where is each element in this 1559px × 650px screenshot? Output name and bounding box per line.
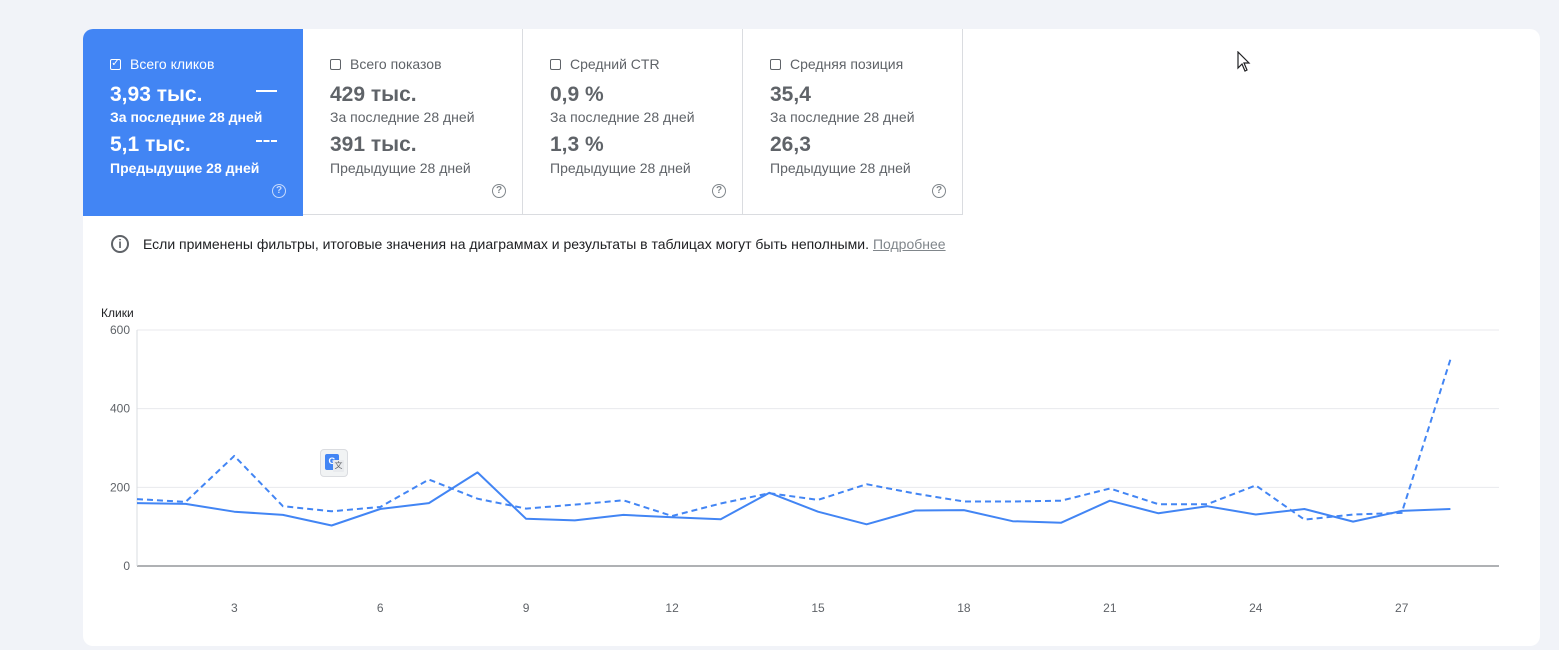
series-line-previous xyxy=(136,359,1452,521)
x-tick-label: 18 xyxy=(957,601,971,615)
legend-dashed-line-icon xyxy=(256,140,277,142)
metric-previous-period: Предыдущие 28 дней xyxy=(110,160,260,176)
help-icon[interactable]: ? xyxy=(492,184,506,198)
learn-more-link[interactable]: Подробнее xyxy=(872,236,946,252)
help-icon[interactable]: ? xyxy=(932,184,946,198)
y-tick-label: 400 xyxy=(110,402,130,416)
metric-previous-value: 1,3 % xyxy=(550,133,604,156)
metric-label: Всего показов xyxy=(350,56,442,72)
metric-previous-period: Предыдущие 28 дней xyxy=(550,160,691,176)
metric-current-period: За последние 28 дней xyxy=(770,109,915,125)
y-tick-label: 200 xyxy=(110,480,130,494)
metric-header: Средний CTR xyxy=(550,56,660,72)
metric-current-value: 35,4 xyxy=(770,83,811,106)
x-tick-label: 27 xyxy=(1395,601,1409,615)
metric-current-value: 0,9 % xyxy=(550,83,604,106)
x-tick-label: 21 xyxy=(1103,601,1117,615)
y-tick-label: 0 xyxy=(123,559,130,573)
metric-current-value: 429 тыс. xyxy=(330,83,417,106)
metric-label: Средняя позиция xyxy=(790,56,904,72)
x-tick-label: 24 xyxy=(1249,601,1263,615)
info-icon: i xyxy=(111,235,129,253)
checkbox-icon[interactable] xyxy=(330,58,341,70)
metric-current-period: За последние 28 дней xyxy=(330,109,475,125)
mouse-cursor-icon xyxy=(1237,51,1251,72)
metric-previous-period: Предыдущие 28 дней xyxy=(330,160,471,176)
metric-current-period: За последние 28 дней xyxy=(110,109,263,125)
metric-label: Всего кликов xyxy=(130,56,215,72)
metric-current-period: За последние 28 дней xyxy=(550,109,695,125)
metric-header: Всего показов xyxy=(330,56,442,72)
performance-card: ✓ Всего кликов 3,93 тыс. За последние 28… xyxy=(83,29,1540,646)
metric-label: Средний CTR xyxy=(570,56,660,72)
metric-tabs: ✓ Всего кликов 3,93 тыс. За последние 28… xyxy=(83,29,963,216)
metric-average-ctr[interactable]: Средний CTR 0,9 % За последние 28 дней 1… xyxy=(523,29,743,215)
metric-header: ✓ Всего кликов xyxy=(110,56,214,72)
help-icon[interactable]: ? xyxy=(272,184,286,198)
metric-total-clicks[interactable]: ✓ Всего кликов 3,93 тыс. За последние 28… xyxy=(83,29,303,216)
x-tick-label: 15 xyxy=(811,601,825,615)
notice-text: Если применены фильтры, итоговые значени… xyxy=(143,236,869,252)
clicks-chart: Клики 0 200 400 600 3 6 9 12 15 18 21 24 27 xyxy=(101,306,1499,615)
x-tick-label: 12 xyxy=(665,601,679,615)
x-tick-label: 6 xyxy=(377,601,384,615)
metric-header: Средняя позиция xyxy=(770,56,903,72)
x-tick-label: 9 xyxy=(523,601,530,615)
y-tick-label: 600 xyxy=(110,323,130,337)
metric-previous-value: 391 тыс. xyxy=(330,133,417,156)
legend-solid-line-icon xyxy=(256,90,277,92)
series-line-current xyxy=(136,471,1451,527)
x-tick-label: 3 xyxy=(231,601,238,615)
checkbox-icon[interactable] xyxy=(550,58,561,70)
filter-notice: i Если применены фильтры, итоговые значе… xyxy=(111,235,946,253)
metric-previous-value: 26,3 xyxy=(770,133,811,156)
metric-previous-value: 5,1 тыс. xyxy=(110,133,191,156)
metric-current-value: 3,93 тыс. xyxy=(110,83,203,106)
checkbox-icon[interactable] xyxy=(770,58,781,70)
checkbox-checked-icon[interactable]: ✓ xyxy=(110,58,121,70)
y-axis-label: Клики xyxy=(101,306,134,320)
help-icon[interactable]: ? xyxy=(712,184,726,198)
metric-total-impressions[interactable]: Всего показов 429 тыс. За последние 28 д… xyxy=(303,29,523,215)
metric-average-position[interactable]: Средняя позиция 35,4 За последние 28 дне… xyxy=(743,29,963,215)
metric-previous-period: Предыдущие 28 дней xyxy=(770,160,911,176)
